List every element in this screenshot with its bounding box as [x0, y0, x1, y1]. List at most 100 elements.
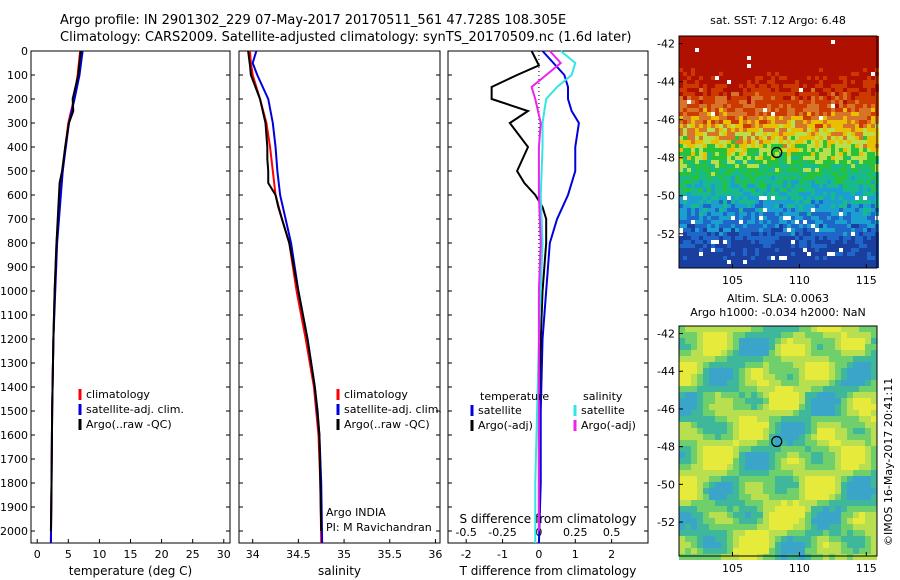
map-cell: [803, 144, 807, 148]
map-cell: [871, 344, 877, 350]
map-y-tick-label: -46: [657, 114, 675, 127]
map-cell: [791, 128, 795, 132]
map-cell: [851, 192, 855, 196]
map-cell: [687, 252, 691, 256]
map-cell: [751, 232, 755, 236]
map-cell: [719, 264, 723, 268]
map-cell: [715, 260, 719, 264]
map-cell: [847, 518, 853, 524]
map-cell: [771, 52, 775, 56]
map-cell: [723, 172, 727, 176]
map-cell: [781, 506, 787, 512]
map-cell: [831, 232, 835, 236]
depth-tick-label: 500: [7, 165, 28, 178]
map-cell: [863, 108, 867, 112]
map-cell: [735, 164, 739, 168]
map-cell: [775, 446, 781, 452]
map-cell: [799, 428, 805, 434]
map-cell: [839, 264, 843, 268]
map-cell: [829, 548, 835, 554]
map-cell: [711, 104, 715, 108]
map-cell: [687, 144, 691, 148]
map-cell: [755, 64, 759, 68]
map-cell: [769, 434, 775, 440]
map-cell: [751, 248, 755, 252]
map-cell: [787, 172, 791, 176]
map-cell: [747, 72, 751, 76]
map-cell: [683, 260, 687, 264]
map-cell: [745, 524, 751, 530]
map-cell: [867, 236, 871, 240]
map-cell: [855, 96, 859, 100]
map-cell: [839, 44, 843, 48]
map-cell: [757, 404, 763, 410]
map-cell: [727, 200, 731, 204]
map-cell: [759, 68, 763, 72]
map-cell: [691, 542, 697, 548]
map-cell: [807, 128, 811, 132]
map-cell: [763, 104, 767, 108]
map-cell: [851, 228, 855, 232]
map-cell: [685, 548, 691, 554]
map-cell: [855, 240, 859, 244]
map-cell: [791, 36, 795, 40]
map-cell: [739, 112, 743, 116]
map-cell: [685, 326, 691, 332]
map-cell: [779, 128, 783, 132]
map-cell: [831, 96, 835, 100]
map-cell: [787, 470, 793, 476]
map-cell: [847, 124, 851, 128]
map-cell: [859, 192, 863, 196]
map-cell: [683, 40, 687, 44]
map-cell: [867, 176, 871, 180]
map-cell: [781, 344, 787, 350]
map-cell: [703, 536, 709, 542]
map-cell: [727, 36, 731, 40]
map-cell: [755, 260, 759, 264]
map-cell: [859, 440, 865, 446]
map-cell: [727, 128, 731, 132]
map-cell: [747, 120, 751, 124]
map-cell: [841, 446, 847, 452]
depth-tick-label: 700: [7, 213, 28, 226]
map-cell: [783, 92, 787, 96]
map-cell: [715, 192, 719, 196]
map-cell: [697, 488, 703, 494]
map-cell: [835, 228, 839, 232]
map-cell: [707, 88, 711, 92]
map-cell: [769, 494, 775, 500]
map-cell: [687, 40, 691, 44]
map-cell: [839, 144, 843, 148]
map-cell: [775, 68, 779, 72]
map-cell: [783, 136, 787, 140]
map-cell: [815, 208, 819, 212]
map-cell: [747, 184, 751, 188]
map-cell: [803, 204, 807, 208]
map-cell: [827, 64, 831, 68]
map-cell: [687, 248, 691, 252]
map-cell: [703, 180, 707, 184]
map-cell: [687, 96, 691, 100]
map-cell: [835, 248, 839, 252]
map-cell: [811, 488, 817, 494]
map-cell: [695, 256, 699, 260]
map-cell: [727, 548, 733, 554]
map-cell: [871, 356, 877, 362]
map-cell: [831, 236, 835, 240]
map-cell: [831, 212, 835, 216]
map-cell: [727, 152, 731, 156]
map-cell: [859, 48, 863, 52]
map-cell: [787, 356, 793, 362]
map-cell: [721, 554, 727, 560]
map-cell: [763, 536, 769, 542]
map-cell: [831, 156, 835, 160]
map-cell: [691, 116, 695, 120]
map-cell: [679, 434, 685, 440]
map-cell: [735, 176, 739, 180]
map-cell: [721, 374, 727, 380]
map-cell: [799, 256, 803, 260]
map-cell: [691, 368, 697, 374]
map-cell: [855, 144, 859, 148]
map-cell: [735, 96, 739, 100]
map-cell: [719, 124, 723, 128]
